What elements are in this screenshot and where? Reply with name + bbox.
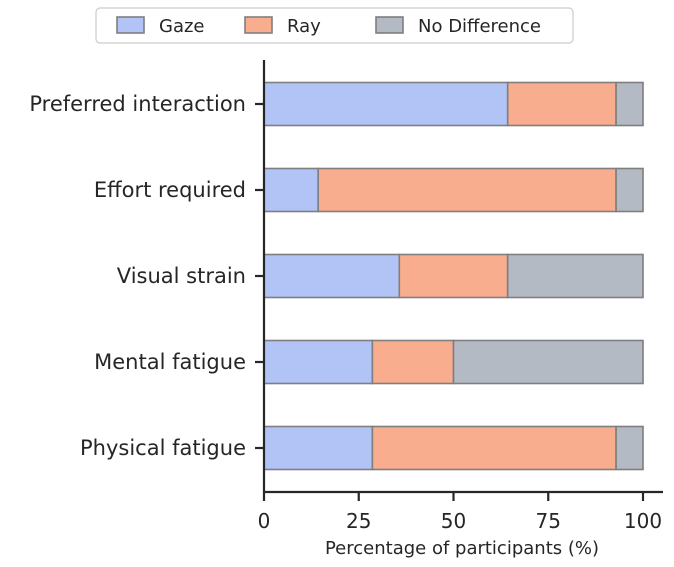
legend-swatch-ray	[244, 16, 273, 34]
x-tick-label: 50	[441, 509, 466, 533]
y-tick-label: Physical fatigue	[80, 436, 246, 460]
y-tick-label: Preferred interaction	[29, 92, 246, 116]
legend-label-ray: Ray	[287, 16, 321, 37]
y-tick-label: Visual strain	[117, 264, 246, 288]
y-tick-label: Mental fatigue	[94, 350, 246, 374]
legend: Gaze Ray No Difference	[95, 7, 574, 44]
bar-gaze-physical-fatigue	[263, 425, 374, 471]
bar-no-difference-mental-fatigue	[452, 339, 644, 385]
bar-no-difference-preferred-interaction	[615, 81, 644, 127]
axes: Preferred interaction Effort required Visu…	[29, 60, 663, 533]
legend-label-gaze: Gaze	[159, 16, 205, 37]
bar-no-difference-visual-strain	[506, 253, 644, 299]
x-tick-label: 75	[536, 509, 561, 533]
bar-no-difference-effort-required	[615, 167, 644, 213]
x-axis-title: Percentage of participants (%)	[325, 538, 599, 559]
bar-gaze-mental-fatigue	[263, 339, 374, 385]
bar-ray-preferred-interaction	[506, 81, 617, 127]
bar-gaze-visual-strain	[263, 253, 401, 299]
bar-ray-mental-fatigue	[371, 339, 455, 385]
bar-gaze-effort-required	[263, 167, 319, 213]
bar-gaze-preferred-interaction	[263, 81, 509, 127]
legend-swatch-no-difference	[375, 16, 404, 34]
bar-ray-physical-fatigue	[371, 425, 617, 471]
bar-ray-visual-strain	[398, 253, 509, 299]
bars	[263, 81, 644, 471]
bar-ray-effort-required	[317, 167, 617, 213]
legend-swatch-gaze	[116, 16, 145, 34]
y-tick-label: Effort required	[94, 178, 246, 202]
x-tick-label: 100	[624, 509, 662, 533]
bar-no-difference-physical-fatigue	[615, 425, 644, 471]
x-tick-label: 25	[346, 509, 371, 533]
x-tick-label: 0	[258, 509, 271, 533]
legend-label-no-difference: No Difference	[418, 16, 541, 37]
legend-frame	[95, 7, 574, 44]
